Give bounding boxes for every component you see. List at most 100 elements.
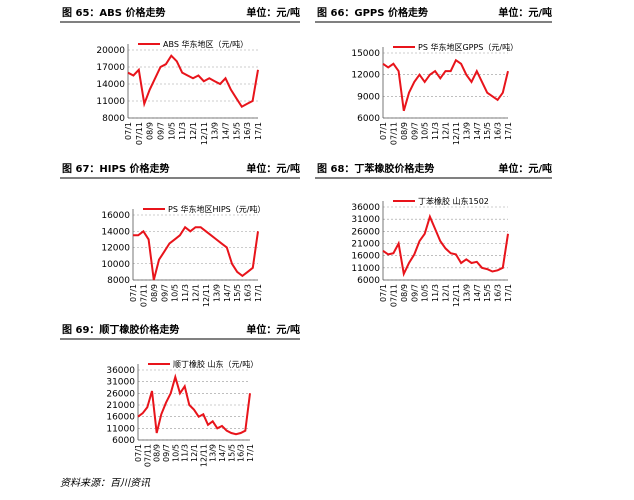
legend-label: 顺丁橡胶 山东（元/吨） — [173, 359, 258, 369]
x-tick-label: 12/1 — [442, 284, 451, 302]
x-tick-label: 16/3 — [494, 122, 503, 140]
x-tick-label: 14/7 — [223, 284, 232, 302]
line-series — [382, 213, 509, 278]
x-tick-label: 13/9 — [212, 284, 221, 302]
x-tick-label: 14/7 — [218, 444, 227, 462]
x-tick-label: 07/1 — [124, 122, 133, 140]
x-tick-label: 08/9 — [146, 122, 155, 140]
x-tick-label: 12/11 — [452, 122, 461, 145]
x-tick-label: 07/1 — [134, 444, 143, 462]
figure-title: 图 66：GPPS 价格走势 — [317, 6, 428, 19]
figure-title: 图 68：丁苯橡胶价格走势 — [317, 162, 434, 175]
y-tick-label: 11000 — [96, 97, 125, 107]
x-tick-label: 10/5 — [421, 122, 430, 140]
x-tick-label: 16/3 — [237, 444, 246, 462]
y-tick-label: 14000 — [96, 80, 125, 90]
y-tick-label: 20000 — [96, 46, 125, 56]
x-tick-label: 12/11 — [202, 284, 211, 307]
x-tick-label: 12/11 — [452, 284, 461, 307]
legend-label: ABS 华东地区（元/吨） — [163, 39, 248, 49]
x-tick-label: 12/11 — [199, 444, 208, 467]
x-tick-label: 14/7 — [473, 122, 482, 140]
x-tick-label: 07/1 — [129, 284, 138, 302]
y-tick-label: 14000 — [101, 227, 130, 237]
y-tick-label: 11000 — [106, 424, 135, 434]
legend-label: PS 华东地区HIPS（元/吨） — [168, 204, 265, 214]
x-tick-label: 10/5 — [171, 284, 180, 302]
x-tick-label: 07/11 — [389, 122, 398, 145]
x-tick-label: 12/1 — [190, 444, 199, 462]
y-tick-label: 8000 — [102, 114, 125, 124]
x-tick-label: 08/9 — [153, 444, 162, 462]
x-tick-label: 17/1 — [254, 284, 263, 302]
x-tick-label: 17/1 — [504, 122, 513, 140]
x-tick-label: 17/1 — [504, 284, 513, 302]
x-tick-label: 16/3 — [494, 284, 503, 302]
x-tick-label: 13/9 — [462, 122, 471, 140]
x-tick-label: 07/1 — [379, 284, 388, 302]
x-tick-label: 15/5 — [227, 444, 236, 462]
y-tick-label: 6000 — [112, 436, 135, 446]
x-tick-label: 10/5 — [167, 122, 176, 140]
x-tick-label: 07/11 — [135, 122, 144, 145]
x-tick-label: 17/1 — [254, 122, 263, 140]
x-tick-label: 12/1 — [442, 122, 451, 140]
y-tick-label: 12000 — [101, 244, 130, 254]
x-tick-label: 10/5 — [421, 284, 430, 302]
figure-title: 图 69：顺丁橡胶价格走势 — [62, 323, 179, 336]
y-tick-label: 6000 — [357, 114, 380, 124]
x-tick-label: 13/9 — [209, 444, 218, 462]
y-tick-label: 12000 — [351, 71, 380, 81]
line-series — [137, 373, 251, 436]
x-tick-label: 13/9 — [462, 284, 471, 302]
unit-label: 单位：元/吨 — [246, 323, 300, 336]
y-tick-label: 26000 — [106, 389, 135, 399]
x-tick-label: 17/1 — [246, 444, 255, 462]
y-tick-label: 31000 — [106, 378, 135, 388]
y-tick-label: 16000 — [101, 211, 130, 221]
x-tick-label: 15/5 — [483, 122, 492, 140]
x-tick-label: 07/11 — [143, 444, 152, 467]
y-tick-label: 16000 — [351, 252, 380, 262]
y-tick-label: 16000 — [106, 413, 135, 423]
x-tick-label: 12/1 — [189, 122, 198, 140]
line-series — [133, 225, 259, 281]
x-tick-label: 07/11 — [389, 284, 398, 307]
x-tick-label: 08/9 — [150, 284, 159, 302]
figure-title: 图 67：HIPS 价格走势 — [62, 162, 170, 175]
x-tick-label: 12/11 — [200, 122, 209, 145]
x-tick-label: 16/3 — [244, 284, 253, 302]
y-tick-label: 15000 — [351, 49, 380, 59]
y-tick-label: 6000 — [357, 276, 380, 286]
x-tick-label: 11/3 — [431, 284, 440, 302]
line-series — [127, 54, 259, 109]
x-tick-label: 11/3 — [181, 284, 190, 302]
unit-label: 单位：元/吨 — [498, 162, 552, 175]
x-tick-label: 12/1 — [192, 284, 201, 302]
unit-label: 单位：元/吨 — [246, 6, 300, 19]
x-tick-label: 09/7 — [160, 284, 169, 302]
x-tick-label: 14/7 — [473, 284, 482, 302]
x-tick-label: 10/5 — [171, 444, 180, 462]
unit-label: 单位：元/吨 — [246, 162, 300, 175]
x-tick-label: 09/7 — [157, 122, 166, 140]
y-tick-label: 21000 — [106, 401, 135, 411]
x-tick-label: 15/5 — [233, 284, 242, 302]
x-tick-label: 08/9 — [400, 122, 409, 140]
x-tick-label: 07/11 — [139, 284, 148, 307]
y-tick-label: 36000 — [351, 203, 380, 213]
legend-label: 丁苯橡胶 山东1502 — [418, 196, 489, 206]
x-tick-label: 14/7 — [222, 122, 231, 140]
x-tick-label: 07/1 — [379, 122, 388, 140]
x-tick-label: 11/3 — [178, 122, 187, 140]
unit-label: 单位：元/吨 — [498, 6, 552, 19]
line-series — [382, 58, 509, 112]
y-tick-label: 10000 — [101, 260, 130, 270]
figure-title: 图 65：ABS 价格走势 — [62, 6, 165, 19]
x-tick-label: 08/9 — [400, 284, 409, 302]
y-tick-label: 9000 — [357, 92, 380, 102]
legend-label: PS 华东地区GPPS（元/吨） — [418, 42, 518, 52]
source-note: 资料来源：百川资讯 — [60, 477, 151, 489]
